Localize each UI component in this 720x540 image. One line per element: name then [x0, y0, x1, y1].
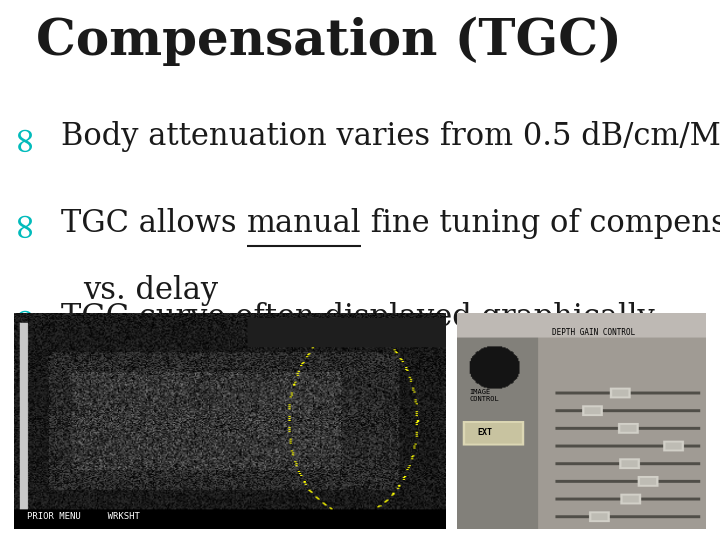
- Text: ∞: ∞: [6, 122, 40, 152]
- Text: ∞: ∞: [6, 208, 40, 238]
- Text: PRIOR MENU     WRKSHT: PRIOR MENU WRKSHT: [27, 511, 140, 521]
- Text: IMAGE
CONTROL: IMAGE CONTROL: [469, 389, 500, 402]
- Text: manual: manual: [246, 208, 361, 239]
- Text: EXT: EXT: [477, 428, 492, 437]
- Text: Body attenuation varies from 0.5 dB/cm/MHz: Body attenuation varies from 0.5 dB/cm/M…: [61, 122, 720, 152]
- Text: fine tuning of compensation: fine tuning of compensation: [361, 208, 720, 239]
- Text: TGC allows: TGC allows: [61, 208, 246, 239]
- Text: Compensation (TGC): Compensation (TGC): [36, 16, 622, 66]
- Text: ∞: ∞: [6, 302, 40, 333]
- Text: vs. delay: vs. delay: [83, 275, 218, 306]
- Text: DEPTH GAIN CONTROL: DEPTH GAIN CONTROL: [552, 328, 635, 338]
- Text: TGC curve often displayed graphically: TGC curve often displayed graphically: [61, 302, 655, 333]
